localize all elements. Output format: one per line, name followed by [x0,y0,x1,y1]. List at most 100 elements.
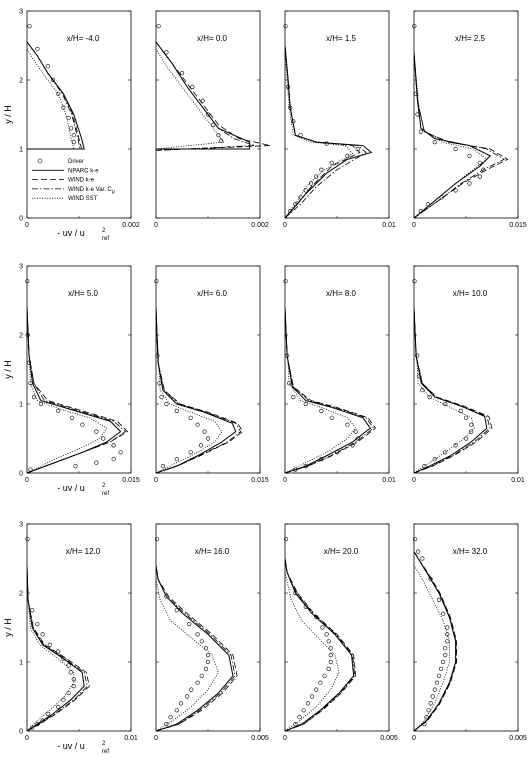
station-label: x/H= 32.0 [453,547,488,556]
data-point-marker [56,91,61,96]
series-wind-k-e [27,307,129,473]
data-point-marker [445,632,450,637]
x-tick-label: 0 [283,735,287,742]
station-label: x/H= 2.5 [455,34,486,43]
data-point-marker [355,146,360,152]
data-point-marker [25,332,30,338]
series-wind-k-e [27,41,83,150]
y-tick-label: 2 [19,591,23,598]
series-wind-sst [285,314,357,473]
station-label: x/H= -4.0 [67,34,100,43]
series-wind-k-e-var-c [414,307,491,473]
data-point-marker [477,160,482,165]
data-point-marker [345,153,350,158]
data-point-marker [436,673,442,678]
data-point-marker [329,160,334,165]
data-point-marker [35,621,40,627]
y-tick-label: 3 [19,522,23,529]
data-point-marker [445,625,450,630]
x-tick-label: 0 [283,222,287,229]
data-point-marker [412,279,417,284]
station-label: x/H= 5.0 [68,289,99,298]
legend-item-1: Driver [37,158,84,165]
series-wind-k-e [156,565,238,731]
data-point-marker [211,122,216,127]
data-point-marker [56,704,61,709]
data-point-marker [218,138,224,143]
x-tick-label: 0.015 [251,477,269,484]
data-point-marker [303,401,308,407]
data-point-marker [422,464,427,469]
data-point-marker [412,537,418,542]
x-axis-label-sub: ref [102,749,109,755]
legend-label: WIND k-e [68,178,95,184]
data-point-marker [458,408,463,414]
data-point-marker [293,202,298,207]
legend-item-4: WIND k-e Var. Cμ [32,187,115,195]
series-wind-k-e-var-c [285,45,367,218]
data-point-marker [412,24,417,29]
data-point-marker [432,687,437,692]
data-point-marker [283,537,289,542]
station-label: x/H= 1.5 [326,34,357,43]
data-point-marker [164,721,169,727]
data-point-marker [179,70,185,76]
data-point-marker [30,725,35,730]
series-wind-sst [156,314,223,473]
data-point-marker [71,133,76,138]
panel-3: 0 0.01 x/H= 1.5 [283,10,396,229]
data-point-marker [94,460,99,465]
series-wind-k-e [27,565,90,731]
panel-1: 0 1 2 3 y / H 0 0.002 - uv / u 2 ref x/H= -4.0 [3,9,140,243]
station-label: x/H= 0.0 [197,34,228,43]
data-point-marker [61,656,66,661]
data-point-marker [154,537,160,542]
data-point-marker [334,450,340,455]
data-point-marker [438,666,444,672]
data-point-marker [205,436,211,441]
data-point-marker [436,597,442,603]
x-tick-label: 0.01 [382,222,396,229]
series-wind-k-e-var-c [285,558,356,731]
series-wind-sst [285,52,354,218]
series-nparc-k-e [414,52,492,218]
data-point-marker [283,24,288,29]
data-point-marker [28,467,33,472]
x-tick-label: 0 [412,477,416,484]
data-point-marker [453,443,458,448]
data-point-marker [416,549,421,554]
x-tick-label: 0 [154,735,158,742]
x-tick-label: 0.01 [382,477,396,484]
data-point-marker [309,694,315,699]
panel-8: 0 0.01 x/H= 10.0 [412,265,525,484]
data-point-marker [71,684,76,689]
panel-12: 0 0.005 x/H= 32.0 [412,523,527,742]
data-point-marker [432,457,437,462]
data-point-marker [453,146,458,152]
data-point-marker [111,457,116,462]
data-point-marker [463,415,469,420]
data-point-marker [293,590,298,596]
data-point-marker [441,611,446,616]
data-point-marker [164,594,169,599]
data-point-marker [305,701,310,706]
data-point-marker [432,140,437,145]
data-point-marker [428,577,433,582]
x-axis-label-sup: 2 [102,228,106,234]
data-point-marker [318,680,323,685]
series-wind-k-e-var-c [156,307,242,473]
data-point-marker [155,353,160,358]
data-point-marker [69,126,74,131]
data-point-marker [174,608,179,613]
data-point-marker [467,181,472,186]
data-point-marker [314,615,319,620]
y-tick-label: 0 [19,216,23,223]
series-wind-sst [285,572,340,731]
data-point-marker [45,711,50,716]
data-point-marker [30,608,35,613]
data-point-marker [303,188,308,193]
data-point-marker [66,663,71,668]
data-point-marker [27,24,32,29]
data-point-marker [287,381,292,386]
series-nparc-k-e [414,307,488,473]
